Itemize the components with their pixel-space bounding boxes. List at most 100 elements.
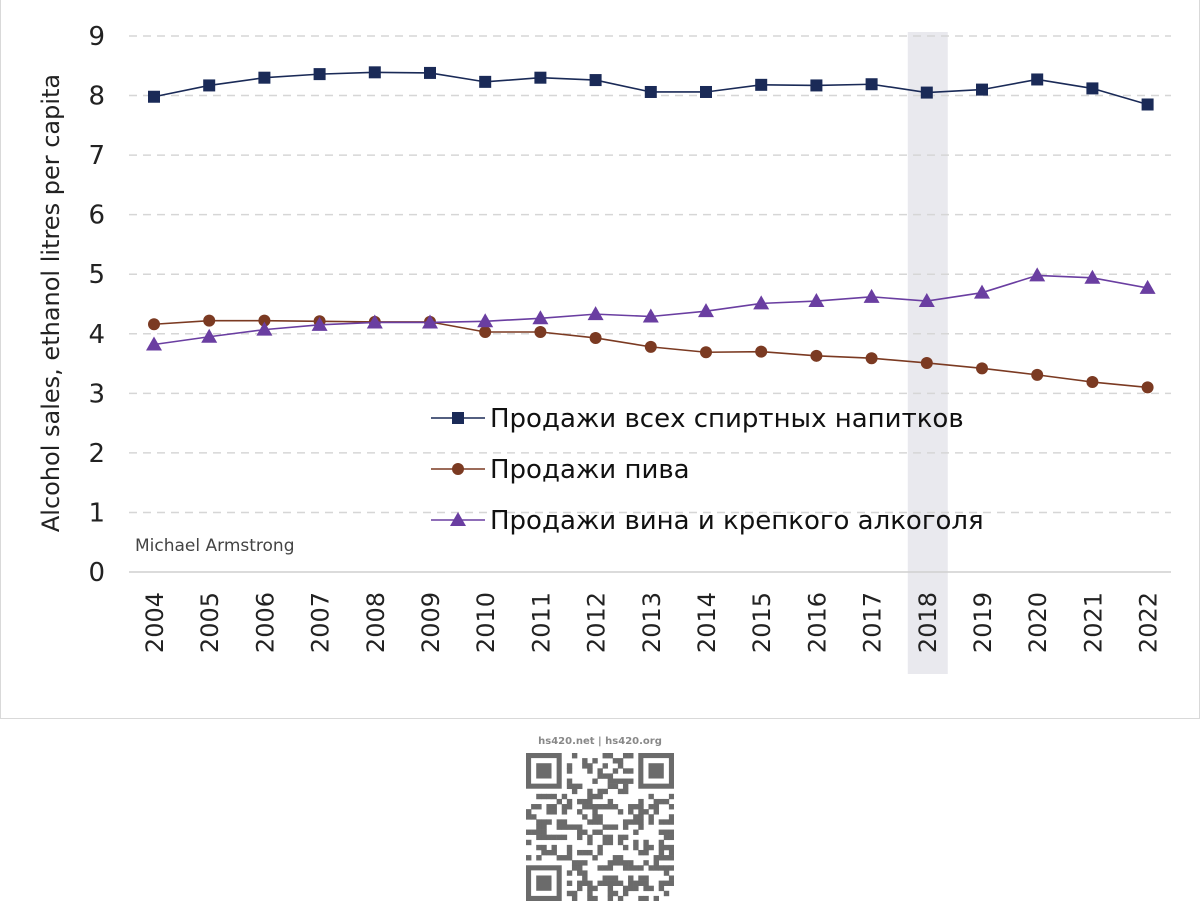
data-point <box>201 328 218 343</box>
data-point <box>700 346 712 359</box>
legend: Продажи всех спиртных напитков Продажи пи… <box>431 404 984 536</box>
data-point <box>700 85 712 98</box>
y-axis-title: Alcohol sales, ethanol litres per capita <box>37 74 65 532</box>
data-point <box>203 79 216 92</box>
y-tick-label: 7 <box>88 141 105 171</box>
data-point <box>146 336 162 351</box>
x-tick-label: 2006 <box>251 592 279 653</box>
watermark-text: hs420.net | hs420.org <box>538 736 662 747</box>
data-point <box>976 83 988 96</box>
legend-label: Продажи пива <box>490 455 690 485</box>
y-tick-label: 3 <box>88 379 105 409</box>
credit-text: Michael Armstrong <box>135 536 295 556</box>
x-tick-label: 2014 <box>693 592 721 653</box>
data-point <box>920 356 933 369</box>
legend-marker <box>452 412 464 424</box>
data-point <box>148 318 160 331</box>
y-tick-label: 2 <box>88 439 105 469</box>
data-point <box>1139 279 1156 294</box>
gridlines <box>129 35 1171 514</box>
data-point <box>1084 269 1101 284</box>
data-point <box>532 310 549 325</box>
x-tick-label: 2007 <box>307 592 335 653</box>
data-point <box>203 314 216 327</box>
legend-item: Продажи вина и крепкого алкоголя <box>431 506 984 536</box>
data-point <box>148 90 160 103</box>
legend-item: Продажи всех спиртных напитков <box>431 404 964 434</box>
x-tick-label: 2018 <box>914 592 942 653</box>
x-tick-label: 2008 <box>362 592 390 653</box>
data-point <box>976 362 988 375</box>
highlight-band <box>907 32 948 674</box>
line-chart: 0 1 2 3 4 5 6 7 8 9 2004 2005 2006 2007 2008 2009 2010 20… <box>37 22 1171 674</box>
x-tick-label: 2012 <box>583 592 611 653</box>
x-tick-label: 2004 <box>141 592 169 653</box>
data-point <box>534 71 547 84</box>
watermark: hs420.net | hs420.org <box>526 736 674 901</box>
y-tick-label: 8 <box>88 82 105 112</box>
data-point <box>753 295 770 310</box>
data-point <box>534 325 547 338</box>
data-point <box>477 313 494 328</box>
highlight-band-layer <box>907 32 948 674</box>
data-point <box>642 308 659 323</box>
x-tick-label: 2019 <box>969 592 997 653</box>
y-tick-label: 6 <box>88 201 105 231</box>
data-point <box>644 340 657 353</box>
data-point <box>479 325 492 338</box>
data-point <box>311 316 328 331</box>
data-point <box>313 68 326 81</box>
data-point <box>755 78 768 91</box>
data-point <box>589 331 602 344</box>
data-point <box>808 293 825 308</box>
axes: 0 1 2 3 4 5 6 7 8 9 2004 2005 2006 2007 2008 2009 2010 20… <box>88 22 1171 653</box>
data-point <box>865 352 878 365</box>
legend-marker <box>452 463 464 475</box>
data-point <box>1141 98 1154 111</box>
data-point <box>258 71 271 84</box>
data-point <box>918 293 935 308</box>
x-tick-label: 2017 <box>859 592 887 653</box>
x-tick-label: 2011 <box>527 592 555 653</box>
x-tick-label: 2016 <box>803 592 831 653</box>
series-1 <box>148 66 1154 111</box>
data-point <box>974 284 990 299</box>
data-point <box>256 321 273 336</box>
y-tick-label: 4 <box>88 320 105 350</box>
series-layer <box>146 66 1156 394</box>
data-point <box>865 78 878 91</box>
x-tick-label: 2020 <box>1024 592 1052 653</box>
x-tick-label: 2015 <box>748 592 776 653</box>
series-line <box>153 319 1148 389</box>
data-point <box>424 66 436 79</box>
data-point <box>698 303 714 318</box>
x-tick-label: 2005 <box>196 592 224 653</box>
legend-item: Продажи пива <box>431 455 690 485</box>
data-point <box>1141 381 1154 394</box>
data-point <box>1029 267 1046 282</box>
x-tick-label: 2009 <box>417 592 445 653</box>
legend-label: Продажи всех спиртных напитков <box>490 404 964 434</box>
data-point <box>810 79 823 92</box>
x-tick-label: 2013 <box>638 592 666 653</box>
y-tick-label: 5 <box>88 260 105 290</box>
data-point <box>810 349 823 362</box>
series-3 <box>146 267 1156 351</box>
x-tick-label: 2022 <box>1135 592 1163 653</box>
qr-code-image <box>526 753 674 901</box>
data-point <box>644 85 657 98</box>
data-point <box>422 314 438 329</box>
x-tick-label: 2010 <box>472 592 500 653</box>
data-point <box>1086 376 1099 389</box>
legend-marker <box>450 512 466 526</box>
data-point <box>755 345 768 358</box>
data-point <box>1086 82 1099 95</box>
data-point <box>587 306 604 321</box>
y-tick-label: 0 <box>88 558 105 588</box>
data-point <box>863 288 880 303</box>
data-point <box>368 66 381 79</box>
chart-frame: 0 1 2 3 4 5 6 7 8 9 2004 2005 2006 2007 2008 2009 2010 20… <box>0 0 1200 719</box>
data-point <box>589 74 602 87</box>
data-point <box>479 75 492 88</box>
data-point <box>366 314 383 329</box>
